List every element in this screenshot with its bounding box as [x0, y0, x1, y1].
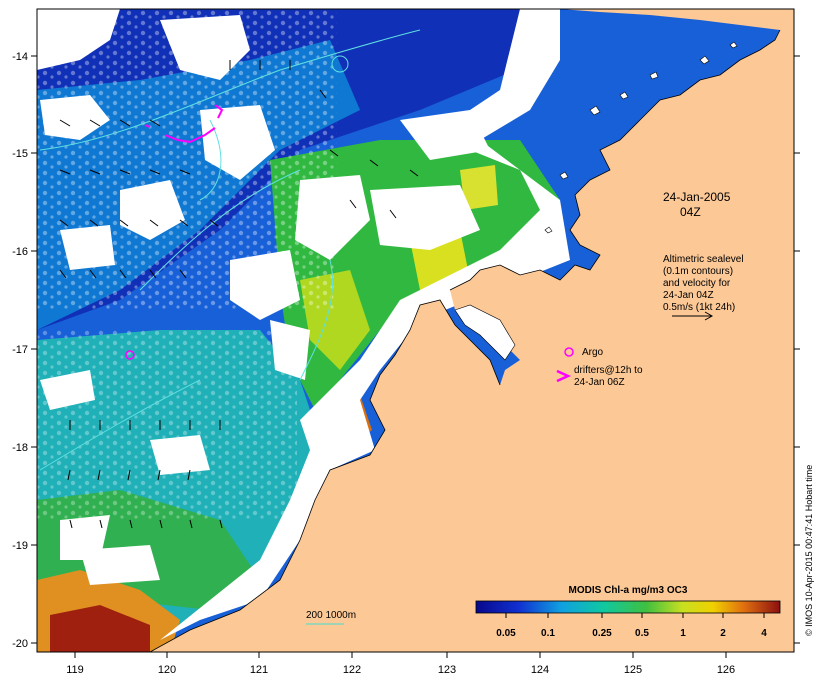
x-tick-label: 121: [250, 664, 268, 676]
velocity-scale-arrow: [672, 311, 714, 321]
y-tick-label: -19: [12, 540, 28, 552]
coastline: [149, 299, 501, 652]
argo-label: Argo: [582, 347, 604, 358]
chl-very-high-south: [50, 605, 150, 652]
x-tick-label: 119: [66, 664, 84, 676]
x-axis: [74, 652, 727, 658]
x-tick-label: 120: [158, 664, 176, 676]
y-axis: [31, 55, 800, 644]
coastline-north: [449, 29, 781, 291]
argo-float: [125, 350, 135, 360]
drifter-tracks: [144, 104, 224, 144]
y-tick-label: -14: [12, 51, 28, 63]
kimberley-islands: [544, 41, 738, 234]
x-tick-label: 125: [624, 664, 642, 676]
altimetry-note-line: and velocity for: [663, 278, 731, 289]
sealevel-contours: [39, 29, 421, 471]
colorbar-tick-label: 2: [720, 628, 726, 639]
colorbar-tick-label: 1: [680, 628, 686, 639]
colorbar-tick-label: 0.05: [496, 628, 516, 639]
time-label: 04Z: [680, 205, 701, 219]
altimetry-note-line: 24-Jan 04Z: [663, 290, 714, 301]
king-sound: [454, 304, 516, 361]
cloud-speckle: [37, 9, 337, 309]
map-frame: [36, 8, 795, 653]
colorbar: [475, 600, 781, 614]
nearshore-nodata: [160, 9, 570, 640]
altimetry-note-line: Altimetric sealevel: [663, 254, 744, 265]
y-tick-label: -17: [12, 344, 28, 356]
colorbar-tick-label: 0.25: [592, 628, 612, 639]
y-tick-label: -20: [12, 638, 28, 650]
colorbar-ticks: [505, 613, 765, 618]
drifters-label-line: drifters@12h to: [574, 365, 643, 376]
y-tick-label: -16: [12, 246, 28, 258]
x-tick-label: 122: [343, 664, 361, 676]
chl-yellow-patch-3: [460, 165, 498, 210]
credit-text: © IMOS 10-Apr-2015 00:47:41 Hobart time: [804, 465, 814, 636]
land-australia: [150, 9, 794, 652]
drifter-legend-icon: [556, 369, 572, 383]
x-tick-label: 124: [531, 664, 549, 676]
argo-legend-icon: [564, 347, 574, 357]
date-label: 24-Jan-2005: [663, 190, 731, 204]
velocity-arrows: [59, 60, 419, 529]
x-tick-label: 126: [717, 664, 735, 676]
y-tick-label: -18: [12, 442, 28, 454]
y-tick-label: -15: [12, 148, 28, 160]
altimetry-note-line: 0.5m/s (1kt 24h): [663, 302, 735, 313]
colorbar-tick-label: 0.5: [635, 628, 649, 639]
colorbar-title: MODIS Chl-a mg/m3 OC3: [569, 585, 688, 596]
colorbar-tick-label: 0.1: [541, 628, 555, 639]
cloud-speckle-2: [37, 330, 297, 520]
drifters-label-line: 24-Jan 06Z: [574, 377, 625, 388]
altimetry-note-line: (0.1m contours): [663, 266, 733, 277]
x-tick-label: 123: [438, 664, 456, 676]
isobath-label: 200 1000m: [306, 610, 356, 621]
colorbar-tick-label: 4: [761, 628, 767, 639]
